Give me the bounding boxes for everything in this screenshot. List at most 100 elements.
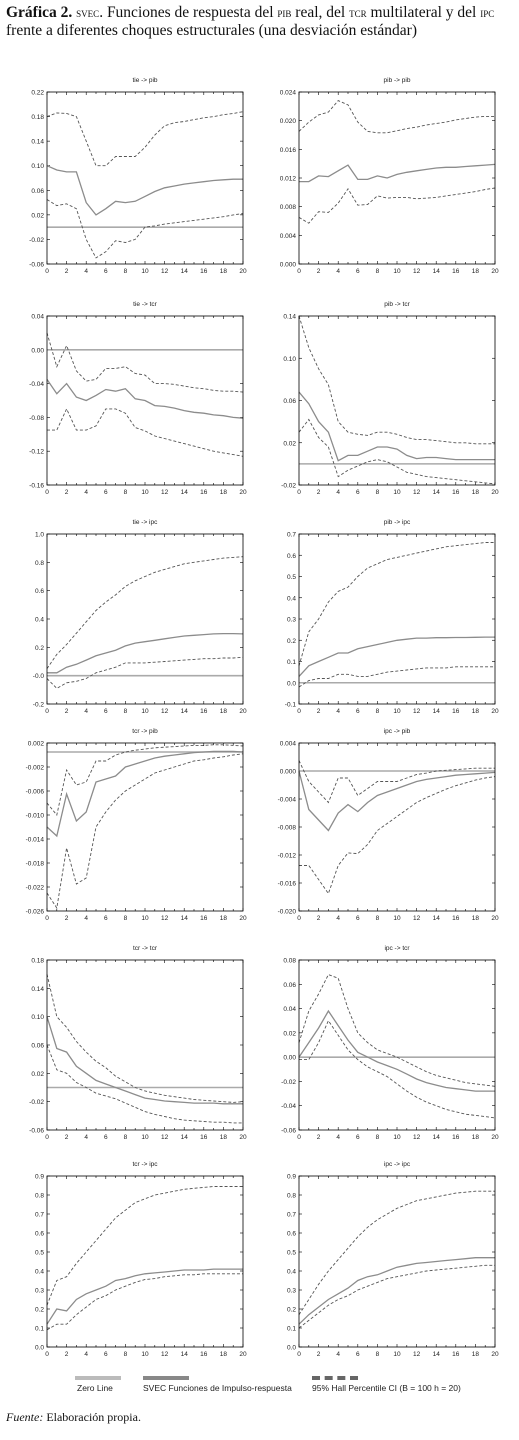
y-tick-label: 0.5 [287,1250,296,1257]
y-tick-label: 0.06 [283,398,296,405]
legend-ci-label: 95% Hall Percentile CI (B = 100 h = 20) [312,1383,461,1393]
x-tick-label: 8 [376,708,380,715]
y-tick-label: -0.014 [26,837,45,844]
x-tick-label: 8 [124,1351,128,1358]
chart-tie-to-ipc: tie -> ipc 1.0 0.8 0.6 0.4 0.2 -0.0 -0.20 2 4 6 8 10… [33,519,247,715]
x-tick-label: 18 [220,1134,228,1141]
x-tick-label: 16 [452,489,460,496]
y-tick-label: 0.00 [283,1055,296,1062]
x-tick-label: 6 [104,1351,108,1358]
x-tick-label: 14 [433,915,441,922]
chart-ipc-to-pib: ipc -> pib 0.004 0.000 -0.004 -0.008 -0.012 -0… [278,728,499,922]
ci-upper-line [46,1186,243,1306]
x-tick-label: 4 [84,915,88,922]
ci-lower-line [299,776,496,895]
y-tick-label: 0.14 [31,139,44,146]
y-tick-label: 0.004 [280,233,297,240]
ci-lower-line [46,1044,243,1124]
y-tick-label: -0.12 [29,449,44,456]
y-tick-label: -0.06 [281,1128,296,1135]
x-tick-label: 16 [200,1351,208,1358]
x-tick-label: 14 [181,1351,189,1358]
chart-title: pib -> pib [384,77,411,84]
zero-line-swatch [75,1376,121,1380]
x-tick-label: 18 [220,268,228,275]
chart-tcr-to-tcr: tcr -> tcr 0.18 0.14 0.10 0.06 0.02 -0.02 -0.06… [29,945,247,1141]
x-tick-label: 18 [220,708,228,715]
x-tick-label: 14 [433,708,441,715]
ci-lower-line [298,418,496,485]
x-tick-label: 12 [413,1134,421,1141]
y-tick-label: 0.14 [283,314,296,321]
y-tick-label: 0.0 [35,1345,44,1352]
irf-line [298,636,495,677]
x-tick-label: 14 [433,489,441,496]
x-tick-label: 10 [393,489,401,496]
y-tick-label: 0.18 [31,114,44,121]
x-tick-label: 18 [220,915,228,922]
chart-pib-to-pib: pib -> pib 0.024 0.020 0.016 0.012 0.008 0.004… [280,77,499,275]
y-tick-label: -0.002 [26,765,45,772]
model-acronym: svec [76,5,100,20]
plot-frame [298,1175,496,1348]
ci-lower-line [46,656,244,689]
ci-upper-line [298,100,495,134]
y-tick-label: -0.006 [26,789,45,796]
chart-title: tcr -> pib [132,728,158,735]
y-tick-label: 0.14 [31,986,44,993]
irf-line [47,632,244,674]
y-tick-label: -0.016 [278,881,297,888]
chart-title: tcr -> tcr [133,945,158,952]
x-tick-label: 8 [376,1134,380,1141]
x-tick-label: 16 [200,489,208,496]
x-tick-label: 0 [297,1134,301,1141]
y-tick-label: 0.002 [28,741,45,748]
x-tick-label: 2 [317,489,321,496]
x-tick-label: 0 [45,489,49,496]
ci-lower-line [299,1019,496,1119]
y-tick-label: 0.1 [35,1326,44,1333]
y-tick-label: 0.3 [287,617,296,624]
x-tick-label: 12 [161,1351,169,1358]
x-tick-label: 14 [433,1351,441,1358]
plot-frame [298,533,496,705]
y-tick-label: 0.012 [280,176,297,183]
y-tick-label: 0.10 [283,356,296,363]
irf-line [299,163,496,183]
x-tick-label: 4 [84,1351,88,1358]
y-tick-label: 0.0 [287,680,296,687]
irf-line [298,770,496,832]
x-tick-label: 20 [239,1351,247,1358]
x-tick-label: 20 [239,1134,247,1141]
y-tick-label: -0.020 [278,909,297,916]
y-tick-label: 0.8 [287,1193,296,1200]
chart-title: tcr -> ipc [132,1161,158,1168]
x-tick-label: 6 [356,489,360,496]
plot-frame [46,1175,244,1348]
x-tick-label: 8 [376,489,380,496]
y-tick-label: 0.4 [35,617,44,624]
x-tick-label: 12 [413,489,421,496]
y-tick-label: 0.2 [35,645,44,652]
legend: Zero Line SVEC Funciones de Impulso-resp… [0,1374,519,1404]
y-tick-label: 0.9 [287,1174,296,1181]
y-tick-label: 0.5 [287,574,296,581]
x-tick-label: 18 [220,489,228,496]
y-tick-label: 0.024 [280,90,297,97]
x-tick-label: 10 [141,708,149,715]
ci-lower-line [298,1264,495,1329]
x-tick-label: 10 [141,1351,149,1358]
y-tick-label: 0.2 [35,1307,44,1314]
x-tick-label: 18 [472,489,480,496]
x-tick-label: 12 [413,915,421,922]
y-tick-label: -0.04 [29,381,44,388]
x-tick-label: 4 [84,489,88,496]
x-tick-label: 14 [433,1134,441,1141]
x-tick-label: 2 [65,489,69,496]
ci-upper-line [46,744,244,817]
y-tick-label: 0.02 [31,212,44,219]
x-tick-label: 0 [297,489,301,496]
ci-upper-line [298,315,495,445]
plot-frame [298,91,496,265]
x-tick-label: 10 [393,708,401,715]
